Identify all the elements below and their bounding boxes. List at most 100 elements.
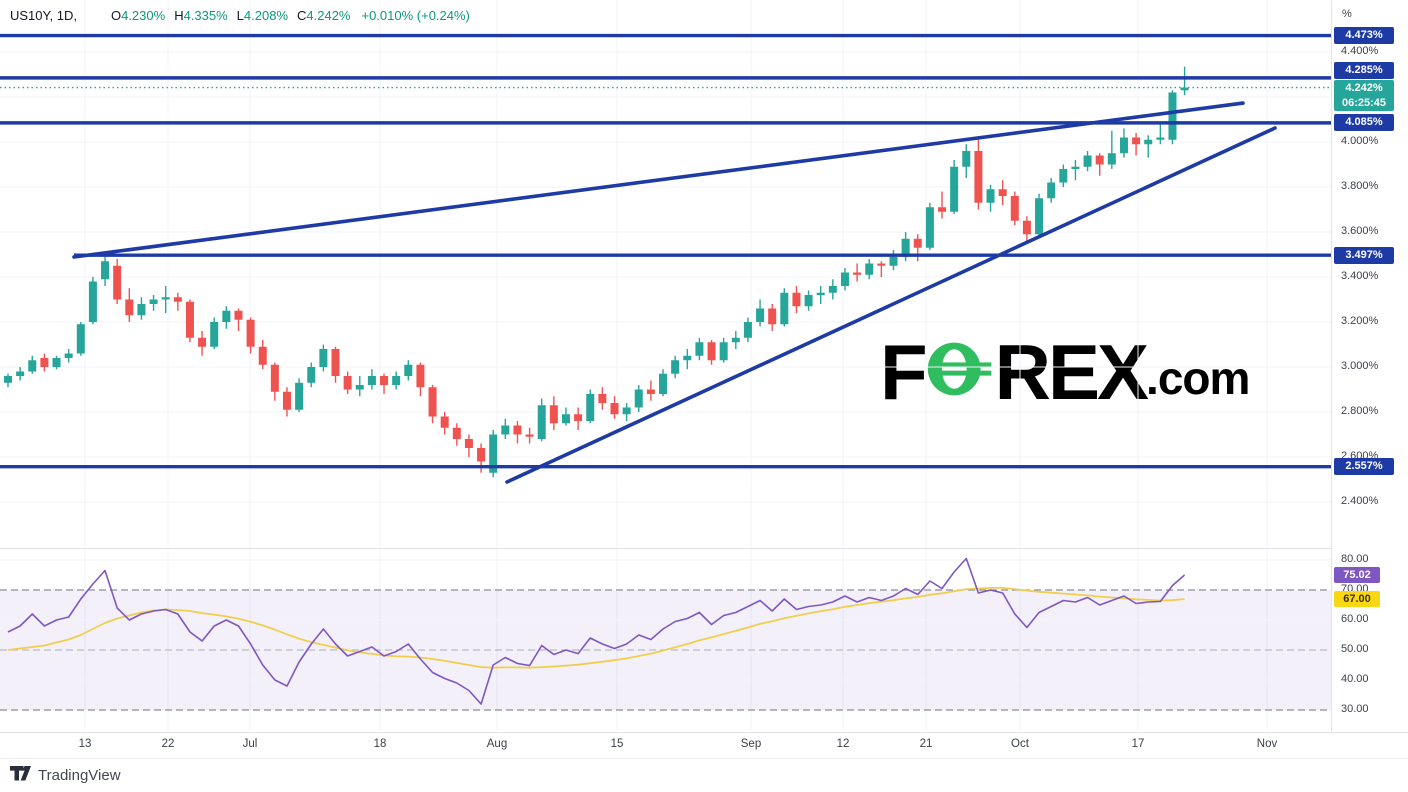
price-level-badge: 4.285% [1334,62,1394,79]
candle-body [137,304,146,316]
candle-body [161,297,170,300]
trendline [72,101,1245,259]
candle-body [986,189,995,203]
candle-body [998,189,1007,196]
price-tick-label: 4.000% [1341,135,1379,147]
time-axis-label: 21 [919,738,933,750]
candle-body [659,373,668,394]
time-axis-label: 18 [373,738,387,750]
candle-body [28,360,37,372]
candle-body [477,448,486,462]
candle-body [828,286,837,293]
candle-body [88,281,97,322]
candle-body [464,439,473,448]
watermark-text-com: .com [1146,352,1250,404]
candle-body [1035,198,1044,235]
candle-body [185,301,194,338]
candle-body [719,342,728,361]
rsi-value-badge: 75.02 [1334,567,1380,583]
candle-body [1047,182,1056,199]
candle-body [913,238,922,248]
main-chart[interactable] [0,0,1331,731]
candle-body [76,324,85,354]
candle-body [440,416,449,428]
current-price-badge: 4.242% 06:25:45 [1334,80,1394,111]
price-tick-label: 3.600% [1341,225,1379,237]
candle-body [950,166,959,212]
candle-body [282,391,291,410]
time-axis-label: 12 [836,738,850,750]
candle-body [452,427,461,439]
candle-body [331,349,340,376]
candle-body [1071,166,1080,169]
time-axis-label: 22 [161,738,175,750]
candle-body [4,376,12,383]
candle-body [513,425,522,435]
candle-body [1059,169,1068,183]
candle-body [392,376,401,385]
candle-body [804,295,813,307]
rsi-ma-line [7,587,1185,669]
rsi-tick-label: 50.00 [1341,643,1369,655]
current-price-countdown: 06:25:45 [1341,97,1387,109]
candle-body [743,322,752,338]
candle-body [319,349,328,367]
rsi-tick-label: 40.00 [1341,673,1369,685]
symbol-title[interactable]: US10Y, 1D, [10,8,77,23]
time-axis-label: Nov [1256,738,1278,750]
price-level-badge: 3.497% [1334,246,1394,264]
tradingview-brand-label[interactable]: TradingView [38,767,121,784]
candle-body [962,151,971,167]
candle-body [1119,137,1128,154]
time-axis-label: 17 [1131,738,1145,750]
price-tick-label: 2.800% [1341,405,1379,417]
candle-body [1010,196,1019,221]
candle-body [270,364,279,392]
candle-body [877,263,886,266]
time-axis[interactable]: 13 22 Jul 18 Aug 15 Sep 12 21 Oct 17 Nov [0,732,1408,758]
candle-body [1107,153,1116,165]
candle-body [816,292,825,295]
candle-body [1168,92,1177,140]
candle-body [416,364,425,388]
candle-body [889,256,898,266]
candle-body [525,434,534,437]
time-axis-label: 13 [78,738,92,750]
price-tick-label: 4.400% [1341,45,1379,57]
candle-body [853,272,862,275]
candle-body [489,434,498,473]
candle-body [1132,137,1141,145]
rsi-tick-label: 30.00 [1341,703,1369,715]
candle-body [222,310,231,322]
rsi-line [7,557,1186,705]
candle-body [380,376,389,385]
candle-body [586,394,595,421]
time-axis-label: Oct [1011,738,1029,750]
forexcom-watermark: F REX .com [880,333,1250,411]
candle-body [64,353,73,358]
rsi-ma-value-badge: 67.00 [1334,591,1380,607]
tradingview-logo-icon[interactable] [10,765,31,786]
candle-body [258,346,267,365]
candle-body [501,425,510,435]
candle-body [683,355,692,361]
candle-body [125,299,134,316]
candle-body [355,385,364,390]
price-level-badge: 4.473% [1334,27,1394,45]
ohlc-close: C4.242% [297,8,351,23]
candle-body [367,376,376,385]
candle-body [1144,139,1153,145]
candle-body [16,371,25,376]
time-axis-label: Jul [242,738,258,750]
rsi-tick-label: 80.00 [1341,553,1369,565]
candle-body [537,405,546,439]
price-tick-label: 2.400% [1341,495,1379,507]
price-axis[interactable]: % 4.400% 4.000% 3.800% 3.600% 3.400% 3.200% 3.… [1331,0,1408,731]
candle-body [307,367,316,383]
candle-body [707,342,716,361]
candle-body [561,414,570,424]
price-tick-label: 3.800% [1341,180,1379,192]
candle-body [792,292,801,307]
candle-body [646,389,655,394]
